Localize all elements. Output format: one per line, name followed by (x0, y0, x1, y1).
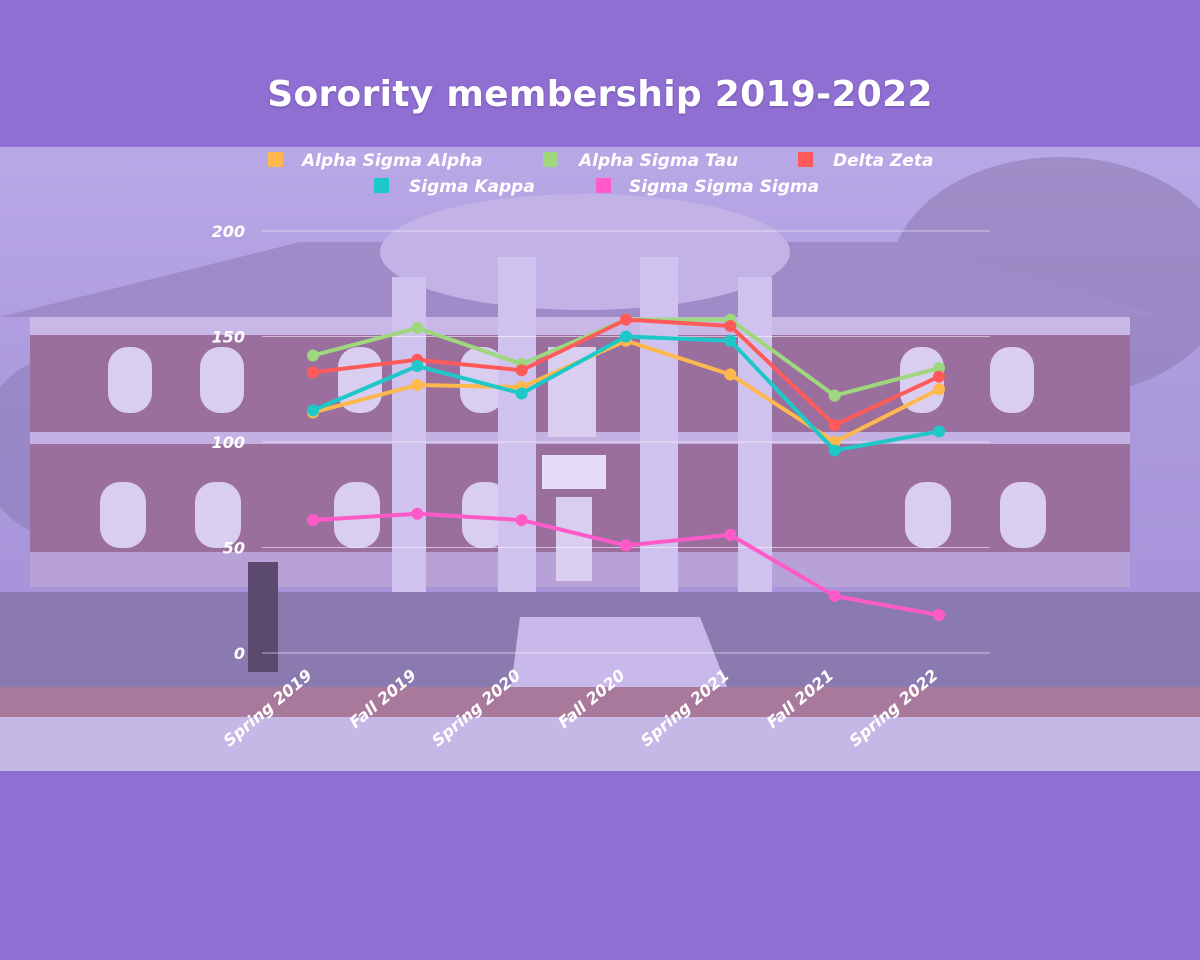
data-point (307, 349, 319, 362)
legend-swatch (543, 152, 558, 167)
series-sigma-sigma-sigma (307, 507, 945, 622)
x-tick-label: Spring 2020 (428, 666, 524, 751)
data-point (620, 313, 632, 326)
series-line (311, 511, 941, 618)
data-point (933, 609, 945, 622)
legend-label: Alpha Sigma Alpha (300, 151, 483, 171)
data-point (411, 360, 424, 373)
data-point (724, 368, 737, 381)
y-tick-label: 0 (234, 644, 245, 663)
series-sigma-kappa (307, 330, 945, 457)
y-tick-label: 50 (223, 539, 245, 558)
background-photo: 0 50 100 150 200 Spring 2019 Fall 2019 Spring … (0, 147, 1200, 771)
x-tick-label: Fall 2020 (554, 666, 628, 733)
legend-item: Alpha Sigma Tau (543, 151, 738, 171)
data-point (828, 419, 841, 432)
building-photo-illustration (0, 157, 1200, 771)
data-point (307, 366, 319, 379)
data-point (933, 383, 945, 396)
legend-swatch (268, 152, 283, 167)
y-axis-ticks: 0 50 100 150 200 (212, 222, 245, 663)
legend-item: Delta Zeta (798, 151, 933, 171)
data-point (828, 444, 841, 457)
x-tick-label: Fall 2019 (346, 666, 420, 733)
data-point (515, 514, 528, 527)
data-series (307, 313, 945, 622)
legend-swatch (374, 178, 389, 193)
data-point (828, 389, 841, 402)
legend-item: Sigma Kappa (374, 177, 535, 197)
legend-label: Delta Zeta (833, 151, 933, 171)
legend-swatch (596, 178, 611, 193)
x-tick-label: Spring 2022 (846, 666, 942, 751)
legend-swatch (798, 152, 813, 167)
data-point (411, 322, 424, 335)
data-point (933, 370, 945, 383)
data-point (724, 334, 737, 347)
y-tick-label: 100 (212, 433, 245, 452)
data-point (411, 507, 424, 520)
series-delta-zeta (307, 313, 945, 432)
data-point (933, 425, 945, 438)
legend-label: Sigma Sigma Sigma (629, 177, 819, 197)
x-tick-label: Spring 2019 (220, 666, 316, 751)
data-point (515, 387, 528, 400)
legend-label: Sigma Kappa (409, 177, 535, 197)
data-point (828, 590, 841, 603)
data-point (620, 330, 632, 343)
data-point (724, 319, 737, 332)
x-tick-label: Fall 2021 (763, 666, 837, 733)
data-point (724, 528, 737, 541)
x-axis-ticks: Spring 2019 Fall 2019 Spring 2020 Fall 2020… (220, 666, 942, 751)
data-point (411, 379, 424, 392)
data-point (307, 514, 319, 527)
y-tick-label: 200 (212, 222, 245, 241)
data-point (933, 362, 945, 375)
legend: Alpha Sigma Alpha Alpha Sigma Tau Delta Ze… (268, 151, 933, 197)
data-point (515, 364, 528, 377)
legend-label: Alpha Sigma Tau (577, 151, 738, 171)
y-tick-label: 150 (212, 328, 245, 347)
legend-item: Alpha Sigma Alpha (268, 151, 483, 171)
x-tick-label: Spring 2021 (637, 666, 733, 751)
data-point (620, 539, 632, 552)
chart-title: Sorority membership 2019-2022 (267, 74, 933, 115)
legend-item: Sigma Sigma Sigma (596, 177, 819, 197)
data-point (307, 404, 319, 417)
